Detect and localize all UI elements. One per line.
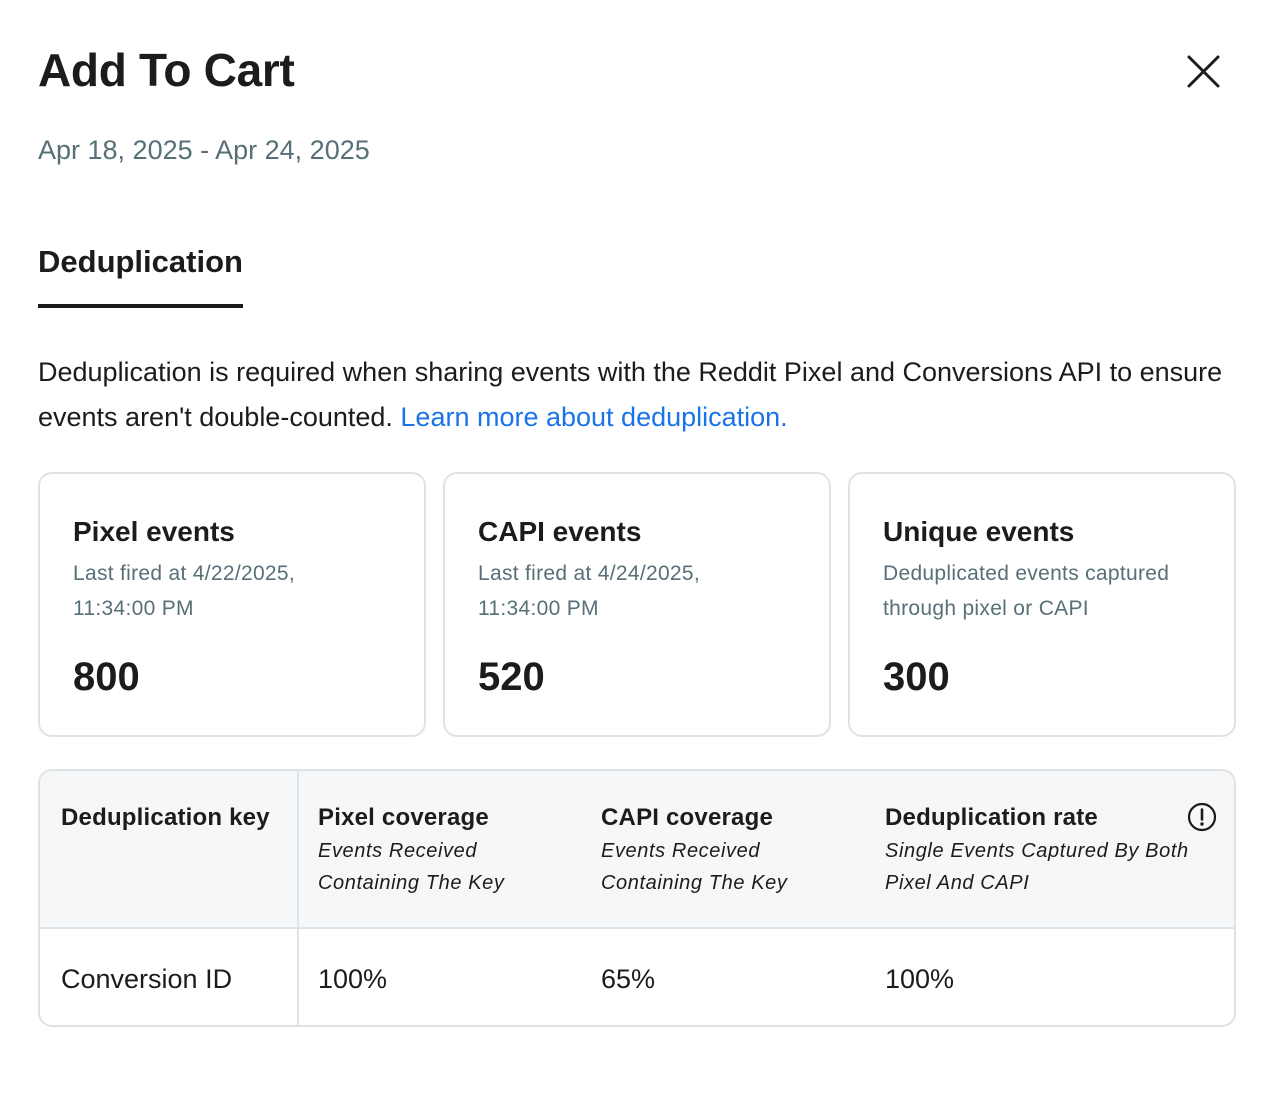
deduplication-description: Deduplication is required when sharing e… [38, 350, 1238, 440]
info-icon [1186, 802, 1218, 836]
card-value: 300 [883, 655, 950, 699]
column-header-pixel-coverage: Pixel coverage Events Received Containin… [318, 801, 504, 899]
card-title: CAPI events [478, 516, 642, 547]
cell-pixel-coverage: 100% [318, 964, 388, 994]
card-subtitle-line: through pixel or CAPI [883, 597, 1089, 620]
unique-events-card: Unique events Deduplicated events captur… [848, 472, 1236, 737]
column-subtitle: Single Events Captured By Both [885, 840, 1189, 862]
column-subtitle: Events Received [318, 840, 478, 862]
column-subtitle: Pixel And CAPI [885, 872, 1030, 894]
card-subtitle-line: 11:34:00 PM [478, 597, 599, 620]
column-title: CAPI coverage [601, 804, 774, 831]
card-subtitle-line: 11:34:00 PM [73, 597, 194, 620]
page-title: Add To Cart [38, 44, 295, 96]
card-subtitle: Deduplicated events captured through pix… [883, 556, 1202, 626]
column-title: Deduplication rate [885, 804, 1098, 831]
column-title: Pixel coverage [318, 804, 489, 831]
deduplication-table: Deduplication key Pixel coverage Events … [38, 769, 1236, 1027]
date-range: Apr 18, 2025 - Apr 24, 2025 [38, 135, 370, 165]
table-body: Conversion ID 100% 65% 100% [40, 929, 1234, 1025]
column-header-key: Deduplication key [61, 801, 270, 835]
column-divider [297, 771, 299, 1025]
column-header-capi-coverage: CAPI coverage Events Received Containing… [601, 801, 787, 899]
column-subtitle: Containing The Key [601, 872, 788, 894]
tab-deduplication[interactable]: Deduplication [38, 240, 243, 308]
card-title: Pixel events [73, 516, 235, 547]
card-subtitle-line: Last fired at 4/24/2025, [478, 562, 701, 585]
pixel-events-card: Pixel events Last fired at 4/22/2025, 11… [38, 472, 426, 737]
close-icon [1176, 48, 1232, 96]
cell-dedup-rate: 100% [885, 964, 955, 994]
description-text: Deduplication is required when sharing e… [38, 357, 1223, 432]
column-header-dedup-rate: Deduplication rate Single Events Capture… [885, 801, 1189, 899]
card-subtitle-line: Last fired at 4/22/2025, [73, 562, 296, 585]
card-subtitle: Last fired at 4/24/2025, 11:34:00 PM [478, 556, 797, 626]
column-title: Deduplication key [61, 804, 270, 831]
card-value: 800 [73, 655, 140, 699]
card-title: Unique events [883, 516, 1075, 547]
column-subtitle: Containing The Key [318, 872, 505, 894]
cell-dedup-key: Conversion ID [61, 964, 233, 994]
learn-more-link[interactable]: Learn more about deduplication. [400, 402, 788, 432]
dedup-rate-info-button[interactable] [1186, 801, 1218, 833]
card-subtitle: Last fired at 4/22/2025, 11:34:00 PM [73, 556, 392, 626]
cell-capi-coverage: 65% [601, 964, 656, 994]
card-value: 520 [478, 655, 545, 699]
capi-events-card: CAPI events Last fired at 4/24/2025, 11:… [443, 472, 831, 737]
card-subtitle-line: Deduplicated events captured [883, 562, 1170, 585]
column-subtitle: Events Received [601, 840, 761, 862]
table-header: Deduplication key Pixel coverage Events … [40, 771, 1234, 929]
close-button[interactable] [1176, 48, 1232, 96]
